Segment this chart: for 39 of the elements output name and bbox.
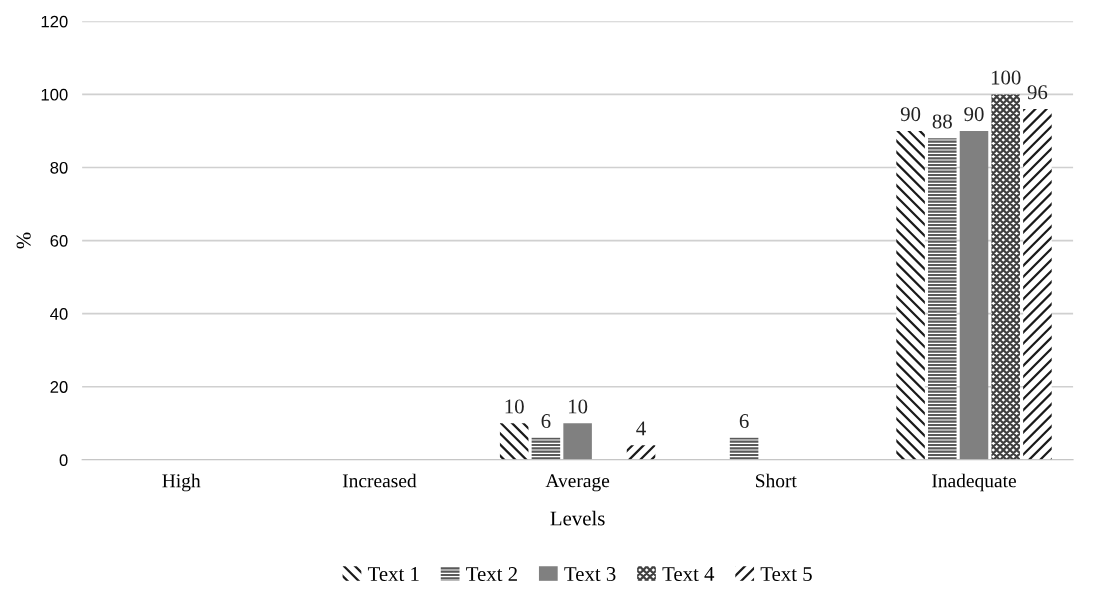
data-label: 90 [964,107,984,122]
data-label: 6 [541,414,551,429]
y-tick-label: 100 [41,88,68,101]
data-label: 10 [505,399,524,414]
data-label: 90 [900,107,921,122]
data-label: 6 [739,414,749,429]
bar [729,437,759,460]
legend-label: Text 5 [760,567,812,582]
y-tick-label: 20 [50,381,68,393]
bar [896,130,925,460]
y-tick-label: 40 [50,308,68,320]
bar [499,423,529,460]
x-tick-label: Increased [342,473,417,488]
bar [959,130,989,460]
x-tick-label: Short [756,473,797,488]
bar [563,423,592,460]
data-label: 100 [991,70,1021,85]
bar [1023,109,1052,460]
y-tick-label: 60 [50,234,68,247]
y-tick-label: 120 [41,15,68,28]
legend-label: Text 3 [564,567,616,582]
x-tick-label: Inadequate [932,473,1016,492]
data-label: 10 [569,399,588,414]
data-label: 96 [1027,85,1048,100]
bar [991,94,1020,460]
y-axis-title: % [16,232,31,249]
x-tick-label: Average [545,474,610,492]
bar [928,138,957,460]
legend-label: Text 4 [662,567,715,582]
y-tick-label: 80 [50,161,68,174]
x-tick-label: High [162,473,201,492]
y-tick-label: 0 [59,454,68,466]
data-label: 88 [932,114,952,129]
x-axis-title: Levels [550,510,605,526]
legend-label: Text 1 [367,567,419,582]
legend-label: Text 2 [466,567,517,582]
bar [531,437,561,460]
bar [626,445,656,460]
data-label: 4 [636,421,646,436]
